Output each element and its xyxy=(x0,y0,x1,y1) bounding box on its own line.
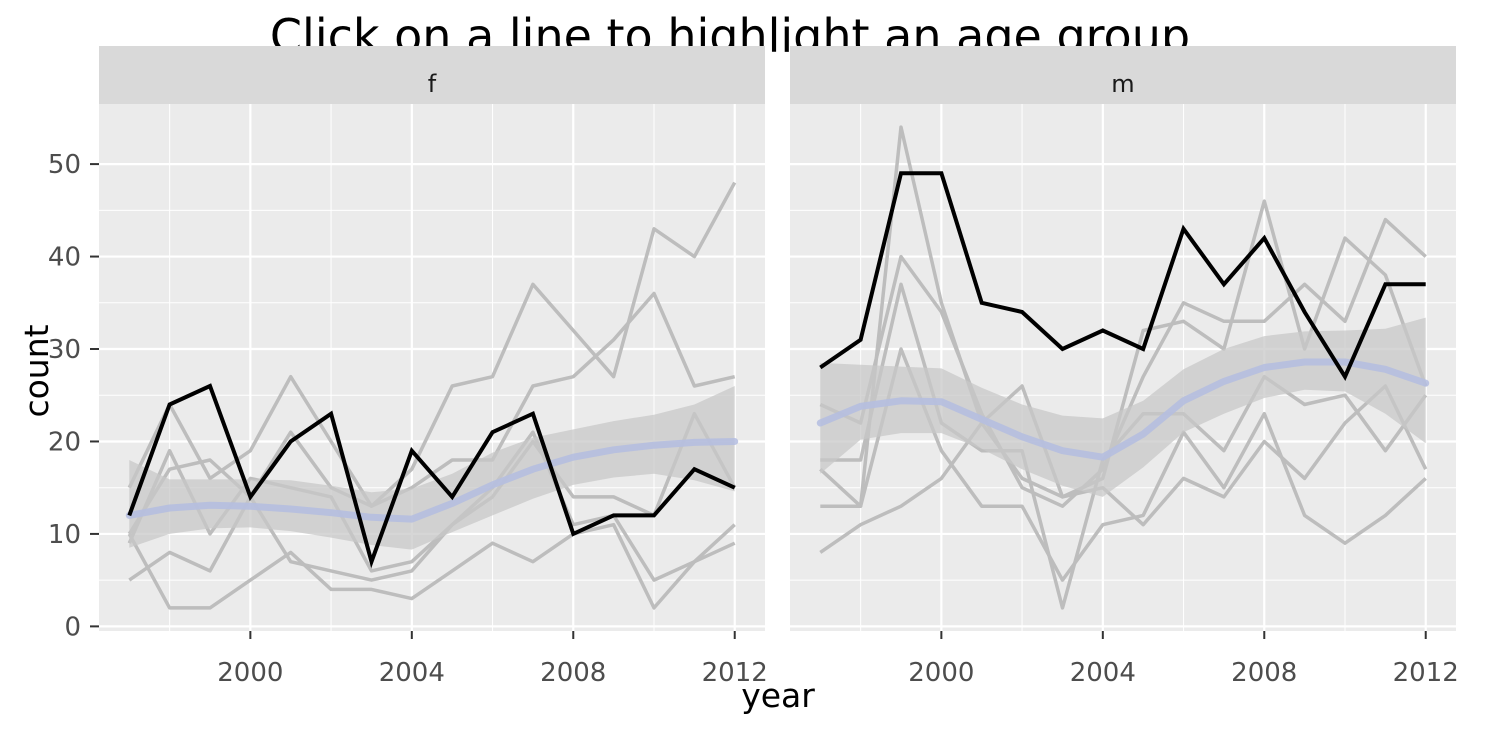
highlighted-series-line-m[interactable] xyxy=(819,171,1426,381)
series-line-m-5[interactable] xyxy=(819,384,1428,554)
x-tick-label-m: 2004 xyxy=(1070,658,1136,688)
series-line-m-1[interactable] xyxy=(819,125,1428,508)
y-tick-label: 20 xyxy=(48,427,81,457)
x-tick-label-m: 2000 xyxy=(908,658,974,688)
y-tick-label: 0 xyxy=(64,612,81,642)
y-tick-label: 10 xyxy=(48,520,81,550)
x-tick-label-f: 2012 xyxy=(702,658,768,688)
x-axis: 2000 2004 2008 2012 2000 2004 2008 2012 xyxy=(217,631,1459,688)
x-tick-label-m: 2012 xyxy=(1393,658,1459,688)
series-line-f-4[interactable] xyxy=(128,430,736,582)
y-tick-label: 40 xyxy=(48,243,81,273)
x-tick-label-f: 2008 xyxy=(540,658,606,688)
x-axis-title: year xyxy=(741,676,815,715)
x-tick-label-f: 2004 xyxy=(379,658,445,688)
smooth-confidence-band-m xyxy=(820,317,1426,497)
panel-background-f xyxy=(99,104,765,631)
highlighted-series-line-f[interactable] xyxy=(127,383,736,569)
y-axis-title: count xyxy=(17,324,56,417)
series-line-f-1[interactable] xyxy=(127,181,737,508)
x-tick-label-m: 2008 xyxy=(1231,658,1297,688)
facet-strip-label-f: f xyxy=(428,70,437,98)
x-tick-label-f: 2000 xyxy=(217,658,283,688)
y-tick-label: 30 xyxy=(48,335,81,365)
facet-strip-m xyxy=(790,46,1456,104)
smooth-trend-line-f xyxy=(125,438,739,523)
facet-strip-f xyxy=(99,46,765,104)
y-tick-label: 50 xyxy=(48,150,81,180)
facet-strip-label-m: m xyxy=(1111,70,1134,98)
series-line-f-5[interactable] xyxy=(127,522,736,610)
smooth-trend-line-m xyxy=(816,358,1430,461)
facet-panel-m: m xyxy=(790,46,1456,631)
y-axis: 0 10 20 30 40 50 xyxy=(48,150,99,642)
facet-panel-f: f xyxy=(99,46,765,631)
